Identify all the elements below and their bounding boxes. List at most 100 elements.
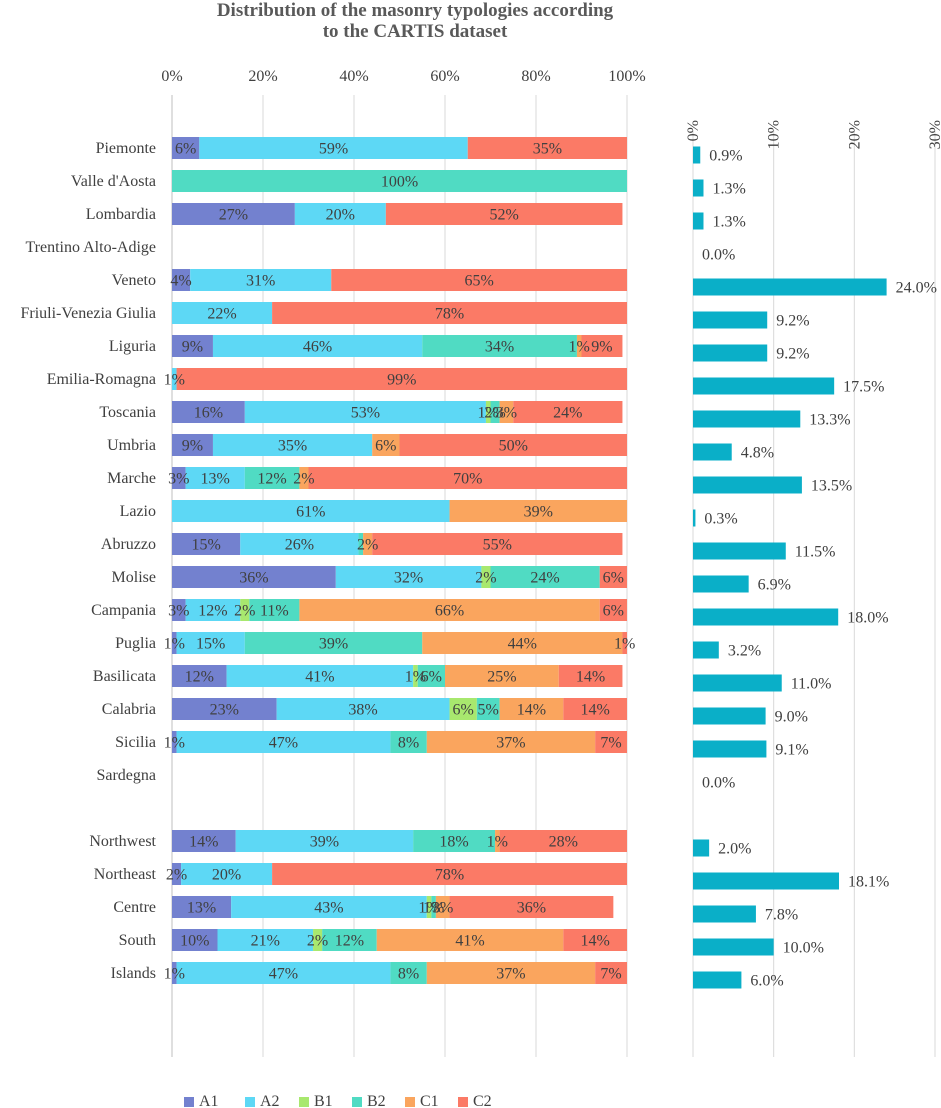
- bar-segment-c2-marche: [308, 467, 627, 489]
- bar-segment-c2-umbria: [399, 434, 627, 456]
- share-bar-marche: [693, 476, 802, 494]
- data-label-a2-molise: 32%: [394, 570, 423, 587]
- data-label-a1-campania: 3%: [168, 603, 189, 620]
- data-label-c2-marche: 70%: [453, 471, 482, 488]
- bar-segment-c2-calabria: [563, 698, 627, 720]
- category-label-liguria: Liguria: [109, 338, 156, 355]
- category-label-sicilia: Sicilia: [115, 734, 156, 751]
- data-label-c2-abruzzo: 55%: [483, 537, 512, 554]
- side-x-tick-label: 0%: [685, 120, 702, 141]
- data-label-a2-umbria: 35%: [278, 438, 307, 455]
- category-label-calabria: Calabria: [102, 701, 156, 718]
- data-label-c2-sicilia: 7%: [600, 735, 621, 752]
- bar-segment-a2-centre: [231, 896, 427, 918]
- bar-segment-c2-veneto: [331, 269, 627, 291]
- bar-segment-b2-calabria: [476, 698, 500, 720]
- category-label-toscania: Toscania: [99, 404, 156, 421]
- legend-swatch-c2: [458, 1097, 468, 1107]
- data-label-c2-centre: 36%: [517, 900, 546, 917]
- bar-segment-a2-islands: [176, 962, 391, 984]
- share-bar-liguria: [693, 344, 768, 362]
- bar-segment-a1-molise: [172, 566, 336, 588]
- data-label-b2-toscania: 2%: [484, 405, 505, 422]
- share-label-northwest: 2.0%: [718, 841, 751, 858]
- legend-label-c1: C1: [420, 1093, 439, 1108]
- bar-segment-b2-centre: [431, 896, 436, 918]
- legend-swatch-c1: [405, 1097, 415, 1107]
- data-label-c2-molise: 6%: [603, 570, 624, 587]
- bar-segment-a2-basilicata: [226, 665, 414, 687]
- category-label-lombardia: Lombardia: [86, 206, 156, 223]
- bar-segment-a2-lazio: [172, 500, 450, 522]
- bar-segment-a1-marche: [172, 467, 186, 489]
- share-label-northeast: 18.1%: [848, 874, 889, 891]
- bar-segment-b1-campania: [240, 599, 250, 621]
- bar-segment-c1-umbria: [372, 434, 400, 456]
- data-label-b1-campania: 2%: [234, 603, 255, 620]
- stacked-chart-category-labels: Piemonte Valle d'Aosta Lombardia Trentino A…: [20, 140, 156, 982]
- share-chart-x-tick-labels: 0% 10% 20% 30%: [685, 120, 941, 149]
- data-label-b1-basilicata: 1%: [405, 669, 426, 686]
- share-bar-centre: [693, 905, 756, 923]
- data-label-a1-south: 10%: [180, 933, 209, 950]
- share-bar-piemonte: [693, 146, 701, 164]
- data-label-c2-umbria: 50%: [499, 438, 528, 455]
- data-label-a2-islands: 47%: [269, 966, 298, 983]
- stacked-chart-bars: [172, 137, 628, 984]
- category-label-south: South: [119, 932, 156, 949]
- main-x-tick-label: 0%: [161, 68, 182, 85]
- data-label-a1-calabria: 23%: [210, 702, 239, 719]
- data-label-a2-calabria: 38%: [348, 702, 377, 719]
- share-bar-sicilia: [693, 740, 767, 758]
- bar-segment-a2-lombardia: [294, 203, 386, 225]
- share-bar-northwest: [693, 839, 710, 857]
- data-label-b1-molise: 2%: [475, 570, 496, 587]
- data-label-a1-puglia: 1%: [164, 636, 185, 653]
- bar-segment-c2-basilicata: [558, 665, 623, 687]
- bar-segment-a1-puglia: [172, 632, 177, 654]
- data-label-a2-marche: 13%: [201, 471, 230, 488]
- bar-segment-c2-sicilia: [595, 731, 627, 753]
- bar-segment-a2-calabria: [276, 698, 450, 720]
- chart-title-line-1: Distribution of the masonry typologies a…: [216, 0, 614, 21]
- data-label-c1-centre: 3%: [432, 900, 453, 917]
- bar-segment-c1-liguria: [576, 335, 582, 357]
- share-label-lombardia: 1.3%: [712, 214, 745, 231]
- bar-segment-c1-abruzzo: [363, 533, 373, 555]
- stacked-chart-data-labels: 6% 59% 35% 100% 27% 20% 52% 4% 31% 65% 22% 78% 9% 46%…: [164, 141, 636, 983]
- bar-segment-c2-piemonte: [467, 137, 627, 159]
- share-label-marche: 13.5%: [811, 478, 852, 495]
- data-label-b2-puglia: 39%: [319, 636, 348, 653]
- data-label-c1-liguria: 1%: [569, 339, 590, 356]
- data-label-b2-northwest: 18%: [439, 834, 468, 851]
- category-label-campania: Campania: [91, 602, 156, 619]
- data-label-b2-liguria: 34%: [485, 339, 514, 356]
- share-label-veneto: 24.0%: [896, 280, 937, 297]
- bar-segment-b2-molise: [490, 566, 600, 588]
- data-label-b1-toscania: 1%: [478, 405, 499, 422]
- category-label-lazio: Lazio: [120, 503, 156, 520]
- share-label-south: 10.0%: [783, 940, 824, 957]
- main-x-tick-label: 40%: [339, 68, 368, 85]
- bar-segment-a2-friuli-venezia-giulia: [172, 302, 273, 324]
- bar-segment-a1-campania: [172, 599, 186, 621]
- category-label-veneto: Veneto: [112, 272, 156, 289]
- data-label-b2-south: 12%: [335, 933, 364, 950]
- bar-segment-a1-sicilia: [172, 731, 177, 753]
- data-label-a2-friuli-venezia-giulia: 22%: [207, 306, 236, 323]
- bar-segment-a2-liguria: [212, 335, 423, 357]
- share-label-calabria: 9.0%: [775, 709, 808, 726]
- data-label-c1-lazio: 39%: [524, 504, 553, 521]
- bar-segment-c2-northwest: [499, 830, 627, 852]
- bar-segment-c2-puglia: [622, 632, 627, 654]
- bar-segment-c1-basilicata: [445, 665, 559, 687]
- data-label-a2-lombardia: 20%: [326, 207, 355, 224]
- share-label-piemonte: 0.9%: [709, 148, 742, 165]
- bar-segment-a2-veneto: [190, 269, 332, 291]
- category-label-molise: Molise: [112, 569, 156, 586]
- category-label-piemonte: Piemonte: [96, 140, 156, 157]
- data-label-a1-veneto: 4%: [170, 273, 191, 290]
- data-label-a1-northeast: 2%: [166, 867, 187, 884]
- share-label-trentino-alto-adige: 0.0%: [702, 247, 735, 264]
- share-label-sicilia: 9.1%: [775, 742, 808, 759]
